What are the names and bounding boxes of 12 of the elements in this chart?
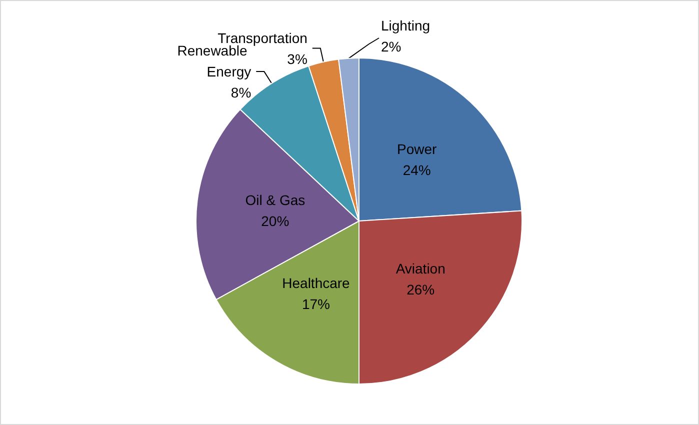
data-label: 3% xyxy=(287,50,308,67)
data-label: 26% xyxy=(406,281,435,298)
slice-label: Power xyxy=(397,140,438,157)
slice-label: Oil & Gas xyxy=(245,192,306,208)
data-label: 2% xyxy=(381,38,402,54)
data-label: 8% xyxy=(230,84,252,101)
data-label: 17% xyxy=(302,296,330,312)
slice-label: Healthcare xyxy=(282,275,350,292)
data-label: 24% xyxy=(402,162,431,178)
slice-label: Lighting xyxy=(381,18,430,34)
slice-label: Aviation xyxy=(396,260,446,276)
data-label: 20% xyxy=(261,212,290,229)
